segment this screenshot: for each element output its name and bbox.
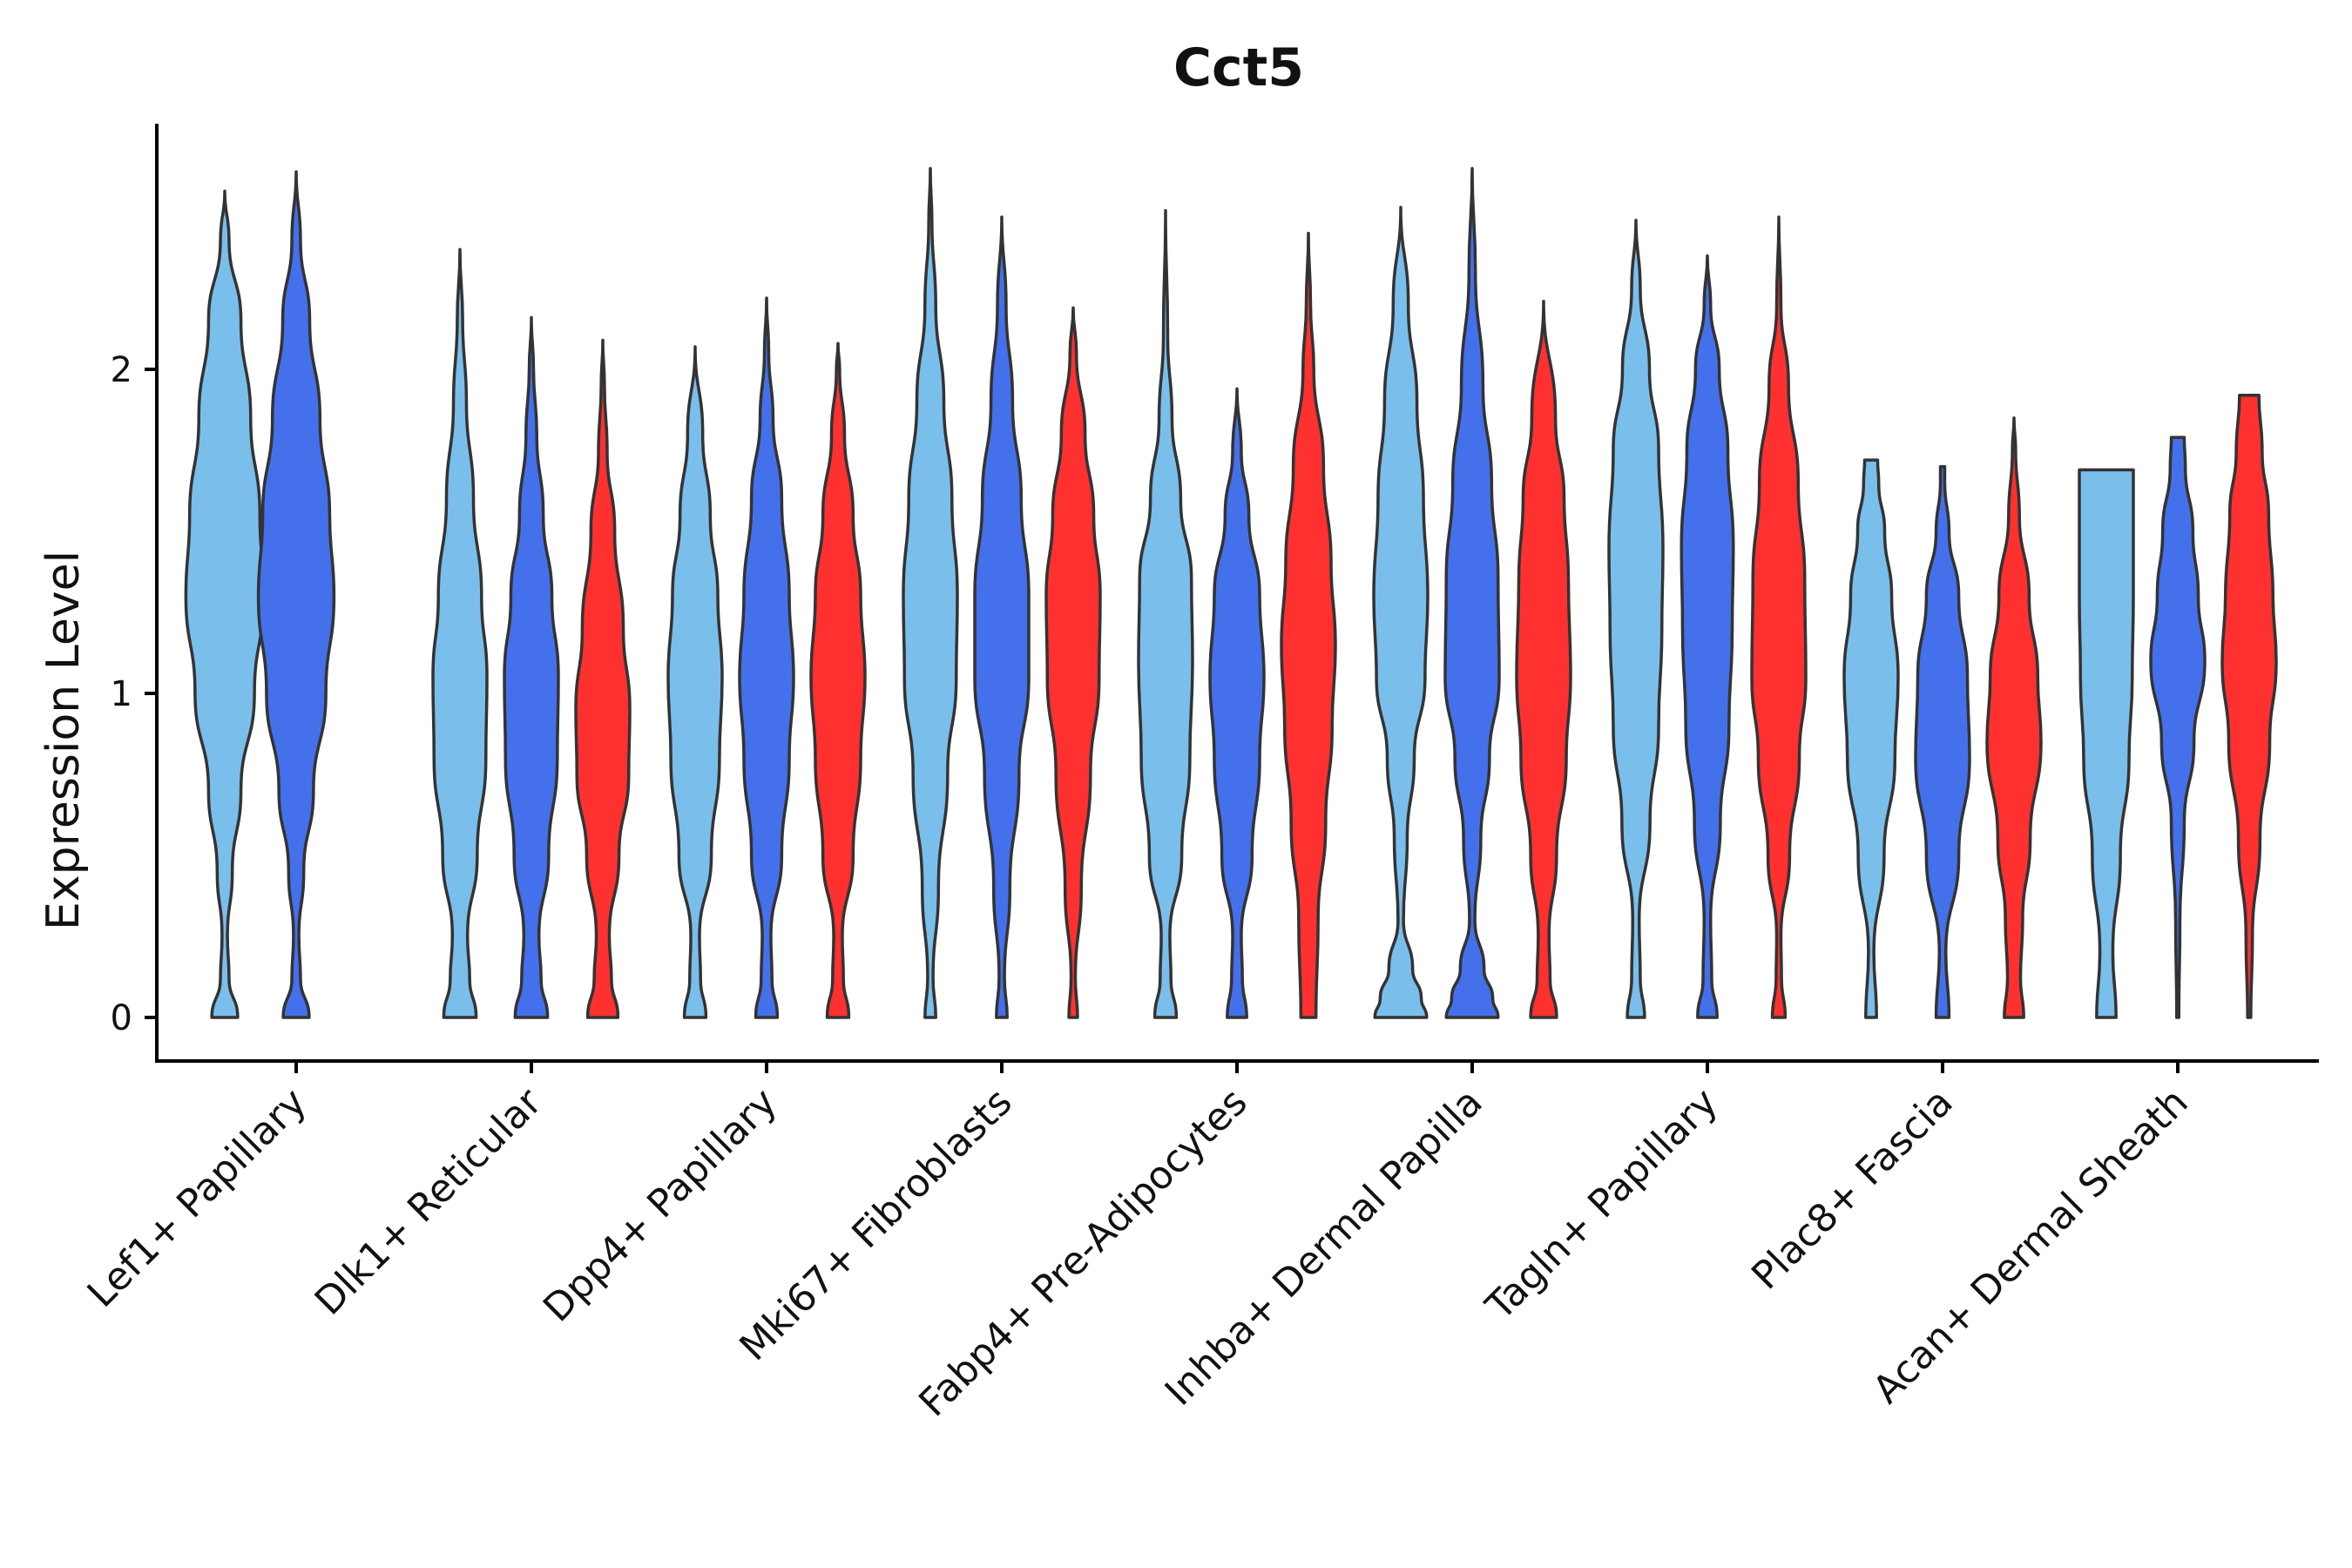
violin-mki67-fibroblasts-series-3: [1044, 306, 1102, 1019]
violin-fabp4-pre-adipocytes-series-2: [1208, 387, 1266, 1019]
y-tick-label: 1: [111, 674, 132, 714]
violin-acan-dermal-sheath-series-3: [2220, 394, 2278, 1019]
violin-dlk1-reticular-series-2: [503, 315, 560, 1019]
violin-inhba-dermal-papilla-series-1: [1372, 206, 1429, 1019]
x-tick-label: Dlk1+ Reticular: [307, 1079, 551, 1324]
x-tick-label: Tagln+ Papillary: [1477, 1080, 1727, 1329]
violin-mki67-fibroblasts-series-2: [973, 215, 1031, 1019]
y-tick-label: 0: [111, 998, 132, 1038]
chart-title: Cct5: [1173, 37, 1304, 98]
x-tick-label: Plac8+ Fascia: [1743, 1080, 1962, 1299]
violin-fabp4-pre-adipocytes-series-3: [1280, 232, 1337, 1019]
violin-tagln-papillary-series-3: [1750, 215, 1808, 1019]
violin-inhba-dermal-papilla-series-2: [1443, 166, 1501, 1019]
violin-dpp4-papillary-series-2: [738, 296, 795, 1019]
x-tick-label: Lef1+ Papillary: [79, 1080, 315, 1316]
violin-tagln-papillary-series-1: [1607, 219, 1665, 1019]
y-ticks-group: 0 1 2: [111, 350, 157, 1038]
violin-dpp4-papillary-series-3: [809, 341, 867, 1019]
violin-lef1-papillary-series-2: [256, 170, 336, 1019]
violin-dpp4-papillary-series-1: [666, 345, 724, 1019]
violin-plac8-fascia-series-1: [1842, 458, 1900, 1019]
violins-group: [184, 166, 2278, 1019]
violin-dlk1-reticular-series-1: [431, 247, 489, 1019]
violin-plac8-fascia-series-3: [1985, 416, 2043, 1019]
violin-plac8-fascia-series-2: [1914, 464, 1971, 1019]
violin-tagln-papillary-series-2: [1680, 254, 1735, 1019]
violin-acan-dermal-sheath-series-2: [2149, 436, 2207, 1019]
violin-inhba-dermal-papilla-series-3: [1515, 300, 1572, 1019]
violin-fabp4-pre-adipocytes-series-1: [1137, 208, 1194, 1019]
x-tick-label: Dpp4+ Papillary: [535, 1080, 786, 1331]
y-axis-label: Expression Level: [37, 551, 90, 930]
y-tick-label: 2: [111, 350, 132, 390]
violin-lef1-papillary-series-1: [184, 189, 266, 1019]
violin-mki67-fibroblasts-series-1: [902, 166, 959, 1019]
violin-acan-dermal-sheath-series-1: [2078, 468, 2135, 1019]
violin-dlk1-reticular-series-3: [574, 338, 632, 1019]
